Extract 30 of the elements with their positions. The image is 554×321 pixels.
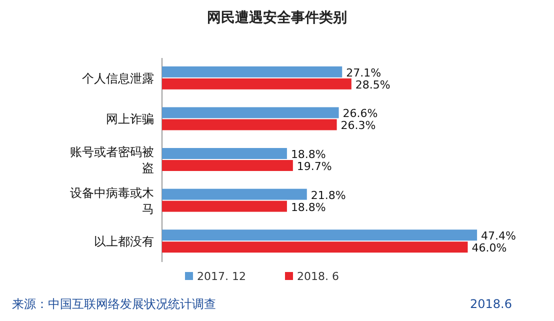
bar xyxy=(162,119,337,130)
data-label: 28.5% xyxy=(355,78,390,92)
y-tick-label: 以上都没有 xyxy=(94,234,154,249)
y-tick-label: 个人信息泄露 xyxy=(82,71,154,86)
bar xyxy=(162,200,287,212)
data-label: 27.1% xyxy=(346,66,382,80)
bar xyxy=(162,242,468,253)
legend-label: 2018. 6 xyxy=(297,270,339,283)
data-label: 18.8% xyxy=(290,148,326,161)
data-label: 47.4% xyxy=(481,230,516,243)
data-label: 19.7% xyxy=(296,160,332,173)
y-tick-label: 账号或者密码被盗 xyxy=(70,145,154,175)
data-label: 18.8% xyxy=(290,200,326,214)
data-label: 21.8% xyxy=(310,188,346,202)
bar xyxy=(162,160,293,171)
text: 2018.6 xyxy=(470,297,512,311)
data-label: 26.3% xyxy=(340,119,376,132)
y-tick-label: 网上诈骗 xyxy=(106,112,154,126)
legend-label: 2017. 12 xyxy=(197,270,246,283)
bar xyxy=(162,230,478,241)
bar xyxy=(162,188,307,200)
bar xyxy=(162,148,287,159)
data-label: 46.0% xyxy=(472,242,507,255)
chart-title: 网民遭遇安全事件类别 xyxy=(207,9,347,26)
bar xyxy=(162,78,352,90)
bar xyxy=(162,107,339,118)
source-note: 来源：中国互联网络发展状况统计调查 xyxy=(12,297,216,311)
y-tick-label: 设备中病毒或木马 xyxy=(70,186,154,216)
bar xyxy=(162,66,342,78)
data-label: 26.6% xyxy=(342,107,378,120)
